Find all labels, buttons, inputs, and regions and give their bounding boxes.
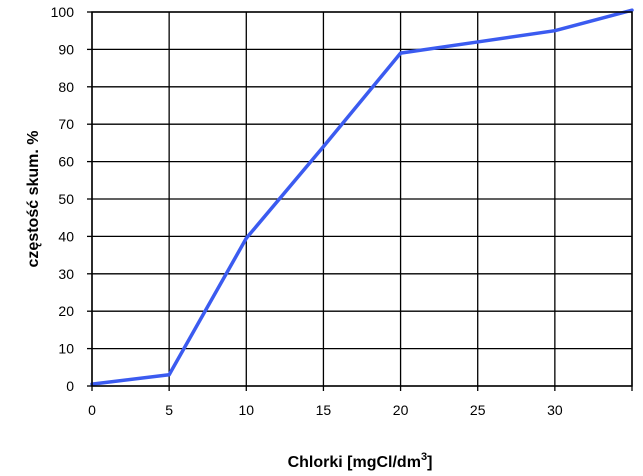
y-tick-label: 70: [58, 116, 74, 132]
y-tick-label: 20: [58, 303, 74, 319]
y-tick-label: 10: [58, 341, 74, 357]
y-tick-label: 60: [58, 154, 74, 170]
x-tick-label: 20: [393, 402, 409, 418]
x-tick-label: 30: [547, 402, 563, 418]
axes: [87, 11, 633, 391]
y-tick-label: 90: [58, 41, 74, 57]
y-tick-label: 0: [66, 378, 74, 394]
x-tick-label: 5: [165, 402, 173, 418]
y-tick-label: 50: [58, 191, 74, 207]
plot-frame: [91, 11, 633, 387]
y-axis-title: częstość skum. %: [25, 131, 42, 268]
series-line: [90, 8, 634, 386]
y-tick-label: 80: [58, 79, 74, 95]
y-tick-label: 100: [51, 4, 75, 20]
y-tick-label: 30: [58, 266, 74, 282]
x-tick-label: 15: [316, 402, 332, 418]
x-axis-title: Chlorki [mgCl/dm3]: [288, 451, 433, 471]
grid: [91, 11, 633, 387]
y-tick-label: 40: [58, 228, 74, 244]
x-tick-label: 25: [470, 402, 486, 418]
x-tick-label: 10: [238, 402, 254, 418]
tick-labels: 0 10 20 30 40 50 60 70 80 90 100 0 5 10 15 20 25 30: [51, 4, 563, 418]
series-layer: [90, 8, 634, 386]
x-tick-label: 0: [88, 402, 96, 418]
